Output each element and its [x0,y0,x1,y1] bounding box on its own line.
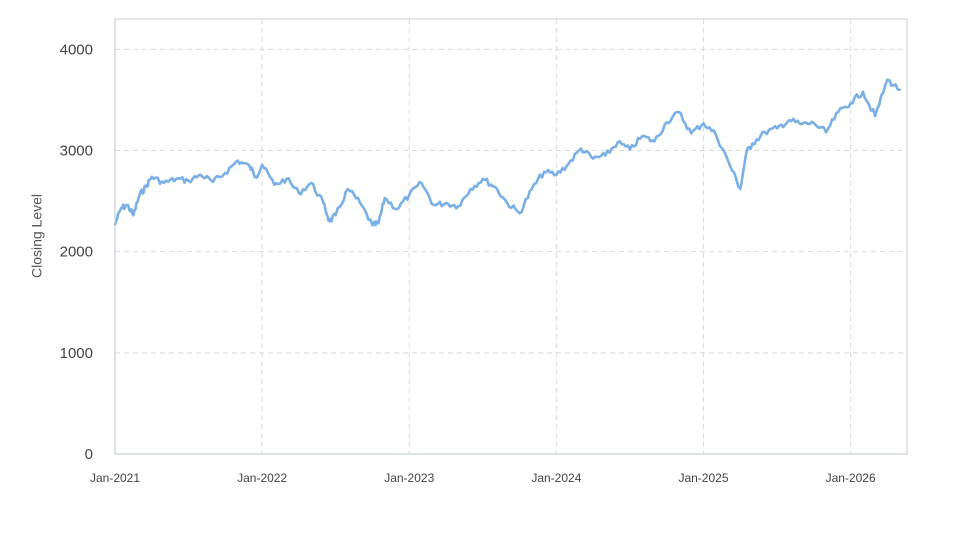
series-line [113,78,901,227]
plot-area [114,18,908,455]
y-tick-label: 1000 [60,345,93,362]
x-tick-labels: Jan-2021 Jan-2022 Jan-2023 Jan-2024 Jan-2025… [90,471,876,485]
x-tick-label: Jan-2024 [531,471,581,485]
x-tick-label: Jan-2026 [826,471,876,485]
y-tick-labels: 0 1000 2000 3000 4000 [60,41,93,463]
y-tick-label: 4000 [60,41,93,58]
grid [115,19,907,454]
x-tick-label: Jan-2022 [237,471,287,485]
x-tick-label: Jan-2021 [90,471,140,485]
y-tick-label: 0 [85,446,93,463]
y-tick-label: 2000 [60,244,93,261]
y-tick-label: 3000 [60,143,93,160]
series-group [113,78,901,227]
y-axis-label: Closing Level [29,194,45,278]
x-tick-label: Jan-2025 [678,471,728,485]
x-tick-label: Jan-2023 [384,471,434,485]
